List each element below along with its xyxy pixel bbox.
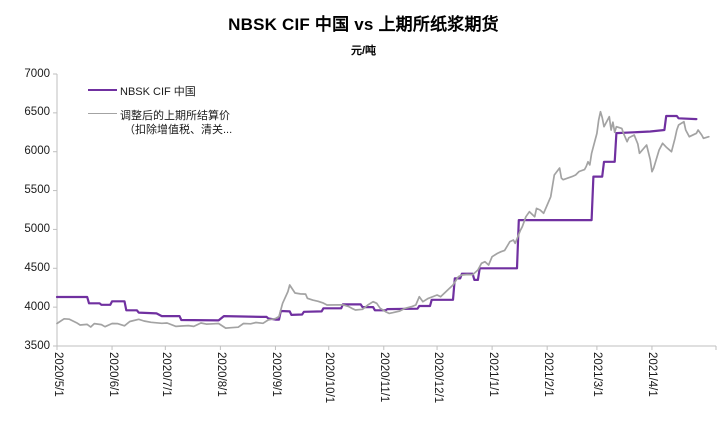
y-tick-label: 4000	[24, 300, 50, 313]
y-tick-label: 7000	[24, 67, 50, 80]
unit-label: 元/吨	[350, 45, 377, 57]
legend-label-shfe: 调整后的上期所结算价	[120, 109, 230, 122]
x-tick-label: 2020/11/1	[378, 352, 391, 403]
legend-item-nbsk: NBSK CIF 中国	[88, 82, 230, 98]
y-tick-label: 3500	[24, 339, 50, 352]
legend: NBSK CIF 中国 调整后的上期所结算价 （扣除增值税、清关...	[88, 82, 232, 136]
legend-label-nbsk: NBSK CIF 中国	[120, 85, 196, 98]
x-tick-label: 2021/1/1	[486, 352, 499, 397]
chart-title: NBSK CIF 中国 vs 上期所纸浆期货	[228, 15, 499, 34]
y-tick-label: 5000	[24, 222, 50, 235]
series-line-0	[55, 114, 698, 322]
shfe-series-line-swatch	[88, 113, 117, 115]
x-tick-label: 2021/2/1	[541, 352, 554, 397]
x-tick-label: 2021/4/1	[646, 352, 659, 397]
series-line-1	[56, 110, 710, 329]
y-tick-label: 6500	[24, 106, 50, 119]
x-tick-label: 2020/12/1	[431, 352, 444, 404]
nbsk-series-line-swatch	[88, 88, 117, 91]
x-tick-label: 2020/9/1	[269, 352, 282, 397]
legend-label-shfe-line2: （扣除增值税、清关...	[124, 124, 233, 136]
x-tick-label: 2020/7/1	[159, 352, 172, 397]
x-tick-label: 2020/8/1	[214, 352, 227, 397]
y-tick-label: 4500	[24, 261, 50, 274]
y-tick-label: 6000	[24, 145, 50, 158]
x-tick-label: 2020/5/1	[51, 352, 64, 397]
x-tick-label: 2020/6/1	[106, 352, 119, 397]
x-tick-label: 2020/10/1	[323, 352, 336, 404]
x-tick-label: 2021/3/1	[591, 352, 604, 397]
y-tick-label: 5500	[24, 184, 50, 197]
legend-item-shfe: 调整后的上期所结算价 （扣除增值税、清关...	[88, 106, 232, 136]
